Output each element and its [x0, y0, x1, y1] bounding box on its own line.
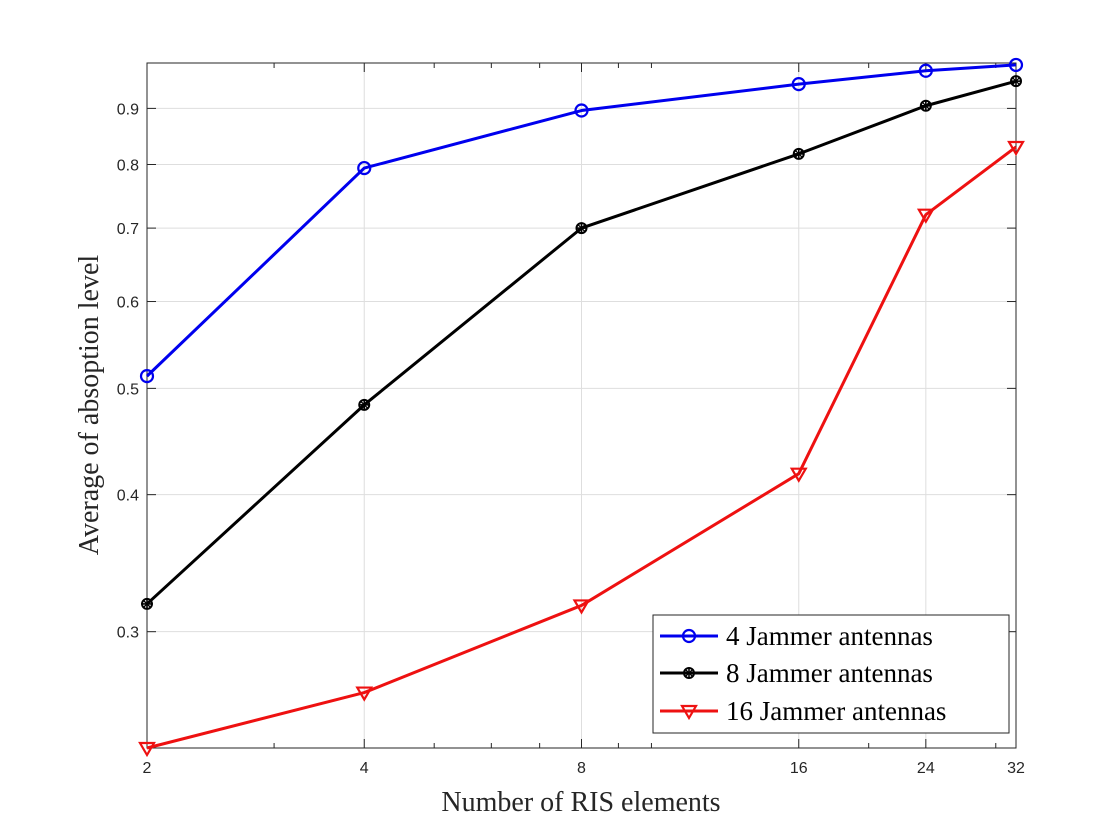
- y-tick-label: 0.3: [117, 625, 139, 642]
- legend-marker-3: [680, 704, 698, 721]
- data-point-series-2: [792, 147, 805, 160]
- minor-ticks: [273, 63, 997, 748]
- series-line-3: [146, 145, 1017, 750]
- data-point-series-1: [1008, 57, 1024, 73]
- data-point-series-2: [919, 99, 932, 112]
- data-point-series-1: [139, 369, 155, 384]
- x-tick-label: 16: [790, 760, 808, 777]
- data-point-series-3: [355, 686, 374, 702]
- y-tick-label: 0.9: [117, 101, 139, 118]
- legend-label-1: 4 Jammer antennas: [726, 621, 933, 651]
- series-line-1: [145, 63, 1017, 378]
- y-tick-label: 0.5: [117, 381, 139, 398]
- legend-label-2: 8 Jammer antennas: [726, 658, 933, 688]
- x-tick-label: 24: [917, 760, 935, 777]
- x-axis: 2 4 8 16 24 32: [143, 63, 1025, 777]
- x-tick-label: 4: [360, 760, 369, 777]
- x-tick-label: 2: [143, 760, 152, 777]
- data-point-series-3: [916, 208, 935, 224]
- legend-marker-2: [683, 667, 695, 679]
- data-point-series-1: [574, 103, 589, 118]
- legend-marker-1: [681, 628, 697, 644]
- y-tick-label: 0.4: [117, 488, 139, 505]
- series-line-2: [145, 79, 1017, 606]
- y-axis-title: Average of absoption level: [74, 255, 105, 556]
- data-point-series-1: [791, 77, 806, 92]
- data-point-series-3: [789, 467, 808, 483]
- data-point-series-3: [572, 599, 591, 615]
- data-point-series-2: [358, 398, 371, 411]
- y-tick-label: 0.8: [117, 157, 139, 174]
- data-point-series-1: [357, 160, 372, 176]
- x-tick-label: 8: [577, 760, 586, 777]
- x-axis-title: Number of RIS elements: [441, 787, 720, 818]
- y-axis: 0.3 0.4 0.5 0.6 0.7 0.8 0.9: [117, 101, 1016, 642]
- data-point-series-3: [138, 741, 156, 758]
- legend: 4 Jammer antennas 8 Jammer antennas 16 Jam…: [652, 614, 1010, 734]
- legend-label-3: 16 Jammer antennas: [726, 696, 946, 726]
- x-tick-label: 32: [1007, 760, 1025, 777]
- data-point-series-2: [575, 222, 588, 235]
- series-layer: [138, 57, 1025, 758]
- data-point-series-1: [918, 63, 933, 78]
- data-point-series-2: [1010, 75, 1022, 88]
- y-tick-label: 0.7: [117, 221, 139, 238]
- data-point-series-2: [141, 597, 153, 610]
- y-tick-label: 0.6: [117, 295, 139, 312]
- data-point-series-3: [1007, 140, 1025, 157]
